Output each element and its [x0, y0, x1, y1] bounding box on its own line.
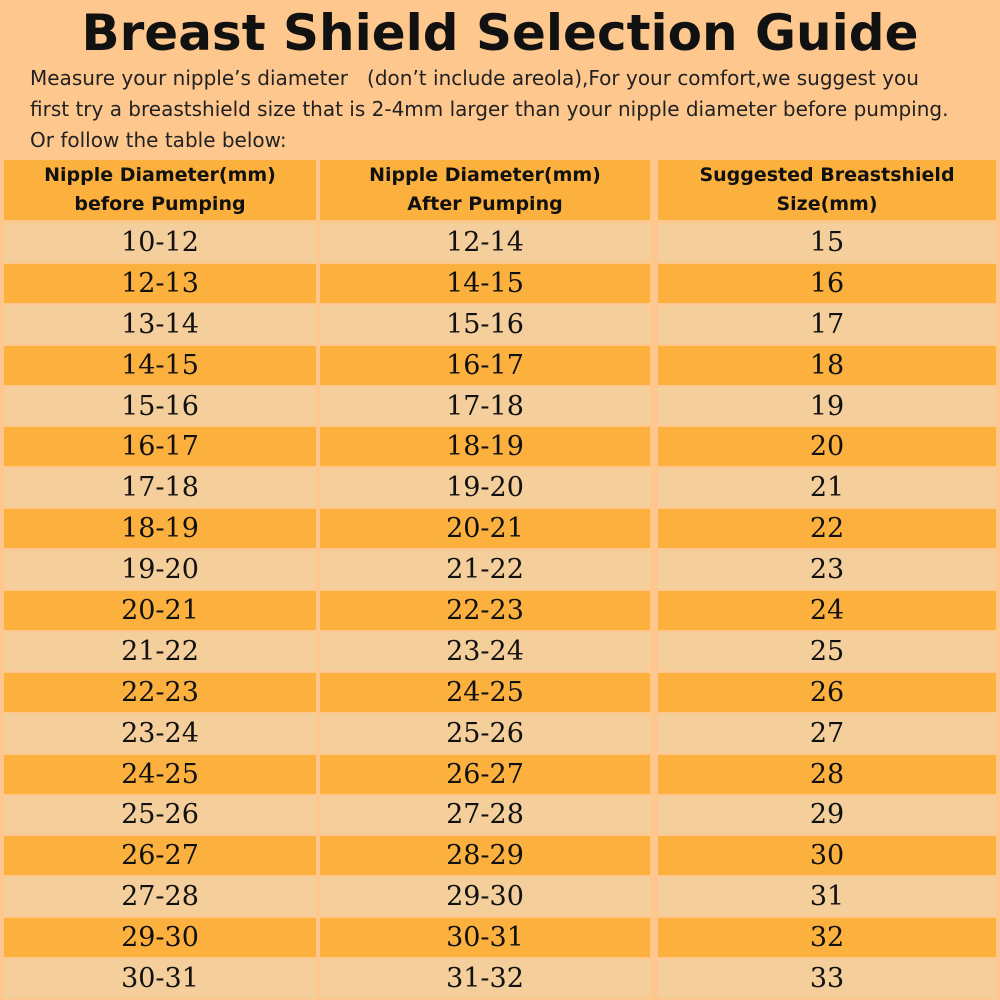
table-cell: 20-21	[4, 591, 316, 630]
table-cell: 19-20	[320, 468, 650, 508]
table-cell: 20	[658, 427, 996, 467]
table-cell: 19	[658, 386, 996, 426]
header-text: Suggested Breastshield	[699, 164, 955, 186]
table-cell: 16-17	[320, 345, 650, 385]
table-cell: 15	[658, 223, 996, 262]
table-cell: 13-14	[4, 304, 316, 344]
table-cell: 22-23	[320, 591, 650, 630]
header-text: After Pumping	[407, 193, 563, 215]
table-cell: 26-27	[4, 836, 316, 876]
description-line: first try a breastshield size that is 2-…	[30, 97, 949, 121]
table-cell: 28-29	[320, 836, 650, 876]
table-cell: 23	[658, 550, 996, 590]
table-cell: 17-18	[4, 468, 316, 508]
table-cell: 18	[658, 345, 996, 385]
table-cell: 27	[658, 713, 996, 753]
table-cell: 32	[658, 918, 996, 958]
table-cell: 20-21	[320, 509, 650, 549]
header-text: Size(mm)	[776, 193, 878, 215]
description-line: Or follow the table below:	[30, 128, 287, 152]
header-text: Nipple Diameter(mm)	[369, 164, 601, 186]
table-cell: 25-26	[320, 713, 650, 753]
table-cell: 31	[658, 877, 996, 917]
table-cell: 29	[658, 795, 996, 835]
table-cell: 24	[658, 591, 996, 630]
table-cell: 26	[658, 672, 996, 712]
table-cell: 15-16	[4, 386, 316, 426]
table-cell: 31-32	[320, 959, 650, 998]
table-cell: 29-30	[320, 877, 650, 917]
table-cell: 23-24	[320, 631, 650, 671]
table-cell: 27-28	[320, 795, 650, 835]
table-cell: 22	[658, 509, 996, 549]
table-cell: 18-19	[320, 427, 650, 467]
table-cell: 14-15	[320, 263, 650, 303]
table-cell: 16-17	[4, 427, 316, 467]
table-cell: 29-30	[4, 918, 316, 958]
table-cell: 21-22	[320, 550, 650, 590]
table-cell: 25-26	[4, 795, 316, 835]
table-cell: 22-23	[4, 672, 316, 712]
table-cell: 28	[658, 754, 996, 794]
table-cell: 16	[658, 263, 996, 303]
header-cell: Nipple Diameter(mm) before Pumping	[4, 160, 316, 220]
table-cell: 15-16	[320, 304, 650, 344]
table-cell: 17	[658, 304, 996, 344]
table-cell: 24-25	[4, 754, 316, 794]
table-cell: 23-24	[4, 713, 316, 753]
table-cell: 30-31	[4, 959, 316, 998]
table-cell: 18-19	[4, 509, 316, 549]
table-cell: 19-20	[4, 550, 316, 590]
table-cell: 10-12	[4, 223, 316, 262]
table-cell: 30	[658, 836, 996, 876]
description-line: Measure your nipple’s diameter (don’t in…	[30, 66, 919, 90]
title: Breast Shield Selection Guide	[81, 4, 919, 62]
header-cell: Nipple Diameter(mm) After Pumping	[320, 160, 650, 220]
table-cell: 26-27	[320, 754, 650, 794]
table-cell: 14-15	[4, 345, 316, 385]
table-cell: 12-14	[320, 223, 650, 262]
header-text: before Pumping	[74, 193, 246, 215]
header-cell: Suggested Breastshield Size(mm)	[658, 160, 996, 220]
header-text: Nipple Diameter(mm)	[44, 164, 276, 186]
table-cell: 33	[658, 959, 996, 998]
table-cell: 12-13	[4, 263, 316, 303]
table-cell: 21-22	[4, 631, 316, 671]
table-cell: 27-28	[4, 877, 316, 917]
table-cell: 24-25	[320, 672, 650, 712]
table-cell: 25	[658, 631, 996, 671]
table-cell: 30-31	[320, 918, 650, 958]
table-cell: 17-18	[320, 386, 650, 426]
table-cell: 21	[658, 468, 996, 508]
